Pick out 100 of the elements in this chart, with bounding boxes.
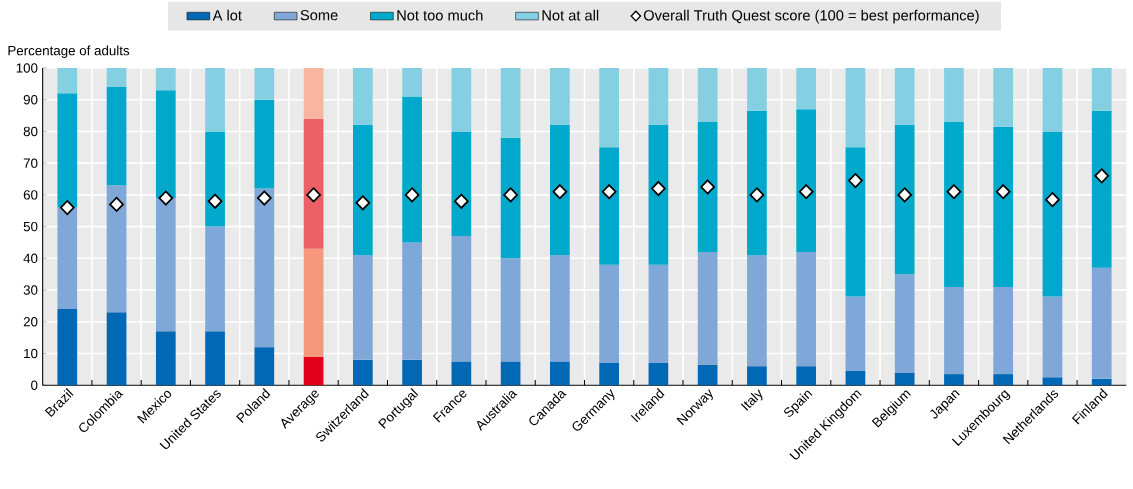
point [848,172,863,189]
bar [205,226,225,332]
bar [648,67,669,125]
bar [451,361,472,386]
bar [254,188,275,348]
bar [993,67,1014,127]
bar [993,126,1014,287]
y-tick-label: 10 [24,348,38,359]
bar [648,124,669,265]
bar [944,121,964,287]
bar [894,372,915,386]
legend-label: Overall Truth Quest score (100 = best performance) [643,9,979,24]
point [749,187,765,203]
bar [155,331,176,386]
bar [106,86,127,186]
bar [402,96,422,243]
bar [845,67,866,148]
point [995,184,1011,200]
y-tick-label: 20 [23,316,38,327]
y-tick-label: 50 [23,221,38,232]
point [798,184,814,200]
bar [747,366,767,386]
bar [205,131,225,227]
bar [550,361,570,386]
legend-label: A lot [212,9,242,21]
y-axis-title: Percentage of adults [8,45,130,58]
bar [303,67,324,119]
bar [205,67,225,132]
y-tick-label: 30 [23,285,38,295]
point [897,187,913,203]
bar [106,312,127,386]
bar [57,67,78,94]
point [453,193,469,209]
point [306,187,321,203]
bar [254,99,275,189]
bar [796,366,817,386]
bar [894,274,915,373]
y-tick-label: 60 [23,190,38,200]
bar [894,67,915,125]
bar [57,93,78,208]
point [651,180,666,196]
point [700,179,716,195]
bar [155,90,176,198]
bar [1042,67,1063,132]
bar [1091,110,1112,268]
bar [993,286,1014,375]
point [355,195,371,211]
bar [303,248,324,357]
bar [254,347,275,386]
bar [303,356,324,386]
point [503,187,518,203]
bar [648,362,669,386]
bar [796,251,817,367]
bar [845,370,866,386]
point [601,184,617,200]
bar [993,374,1014,386]
bar [944,286,964,375]
point [207,193,223,209]
bar [352,359,373,386]
bar [352,255,373,360]
bar [599,362,619,386]
bar [944,67,964,122]
bar [155,197,176,332]
bar [648,264,669,363]
bar [1091,67,1112,111]
bar [57,308,78,386]
legend-label: Not too much [397,9,483,21]
bar [944,374,964,386]
bar [796,67,817,110]
bar [451,131,472,237]
bar [57,207,78,309]
bar [747,255,767,367]
y-tick-label: 40 [23,253,38,263]
bar [550,255,570,362]
y-tick-label: 0 [31,380,38,390]
bar [500,67,521,138]
bar [697,364,718,386]
bar [747,67,767,111]
bar [500,137,521,259]
bar [402,359,422,386]
bar [697,67,718,122]
bar [500,258,521,362]
bar [451,236,472,362]
bar [599,264,619,363]
point [404,187,420,203]
bar [106,185,127,313]
bar [303,118,324,249]
y-tick-label: 70 [23,158,38,168]
x-tick-label: Italy [740,389,763,411]
bar [845,296,866,371]
bar [1091,267,1112,379]
bar [1091,378,1112,386]
point [158,190,174,206]
point [109,196,124,212]
bar [697,121,718,252]
bar [155,67,176,91]
bar [1042,131,1063,297]
legend-label: Some [300,9,338,21]
bar [550,124,570,256]
bar [1042,377,1063,386]
